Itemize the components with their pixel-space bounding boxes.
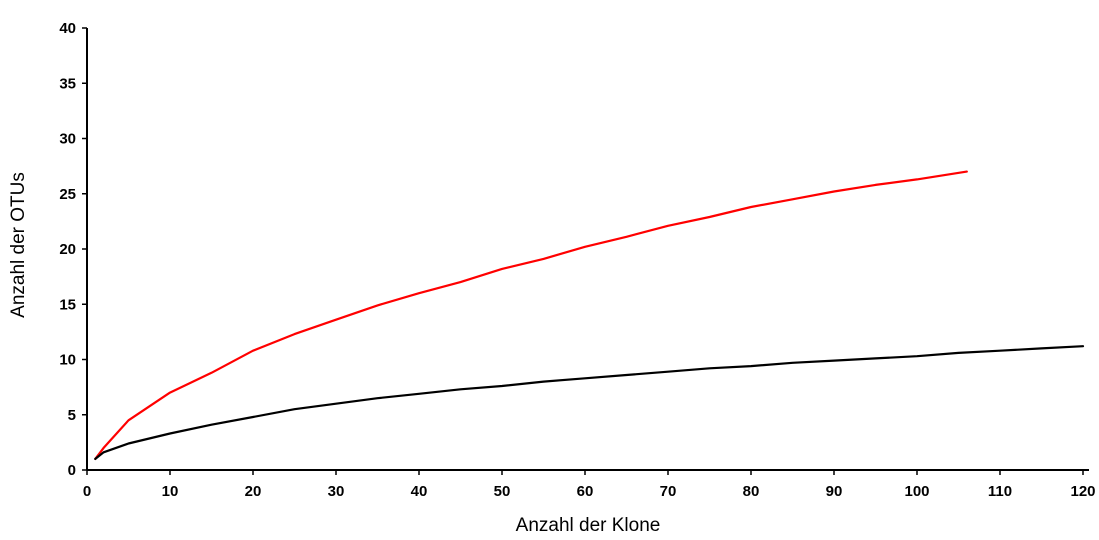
y-tick-label: 20	[59, 241, 76, 258]
x-tick-label: 120	[1070, 483, 1095, 500]
y-tick-label: 30	[59, 131, 76, 148]
x-tick-label: 40	[411, 483, 428, 500]
x-tick-label: 80	[743, 483, 760, 500]
x-tick-label: 30	[328, 483, 345, 500]
axes	[86, 28, 1089, 471]
x-tick-label: 110	[988, 483, 1012, 500]
y-tick-label: 25	[59, 186, 76, 203]
y-tick-label: 35	[59, 75, 76, 92]
series-layer	[94, 170, 1085, 460]
series-line-black	[94, 345, 1085, 460]
x-tick-label: 50	[494, 483, 511, 500]
x-tick-label: 10	[162, 483, 179, 500]
x-tick-label: 0	[83, 483, 91, 500]
series-line-red	[94, 170, 968, 460]
x-tick-label: 20	[245, 483, 262, 500]
y-tick-label: 15	[59, 296, 76, 313]
x-tick-label: 90	[826, 483, 843, 500]
y-tick-label: 5	[68, 407, 76, 424]
y-axis-title: Anzahl der OTUs	[8, 172, 29, 318]
x-tick-label: 100	[904, 483, 929, 500]
x-tick-label: 70	[660, 483, 677, 500]
x-tick-label: 60	[577, 483, 594, 500]
y-tick-label: 10	[59, 352, 76, 369]
y-tick-label: 0	[68, 462, 76, 479]
y-tick-label: 40	[59, 20, 76, 37]
x-axis-title: Anzahl der Klone	[516, 515, 661, 536]
y-ticks: 0 5 10 15 20 25 30 35 40	[59, 20, 87, 479]
x-ticks: 0 10 20 30 40 50 60 70 80 90 100 110 120	[83, 470, 1096, 500]
